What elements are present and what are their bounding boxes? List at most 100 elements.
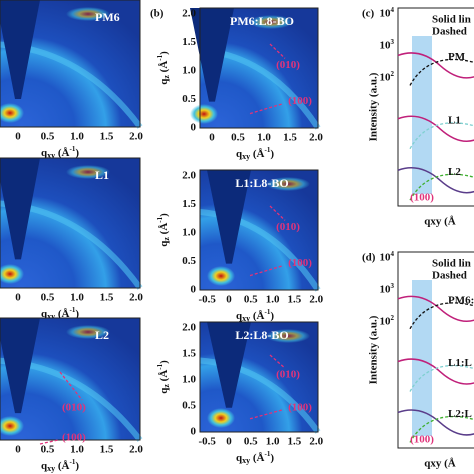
y-tick-label: 104 xyxy=(380,6,395,20)
beamstop-wedge xyxy=(190,8,234,102)
plot-frame xyxy=(397,251,474,449)
intensity-spot xyxy=(207,408,235,428)
panel-name: L1:L8-BO xyxy=(235,176,288,190)
panel-name: PM6:L8-BO xyxy=(230,14,294,28)
axis-label-part: (Å xyxy=(55,147,69,159)
y-tick-label: 103 xyxy=(380,282,395,296)
axis-label-part: ) xyxy=(270,148,274,160)
frame xyxy=(0,157,141,289)
panel-name: L2 xyxy=(95,328,109,342)
arrow xyxy=(269,354,286,369)
x-tick-label: 1.5 xyxy=(283,132,297,144)
y-tick-label: 0.5 xyxy=(182,93,196,105)
axis-label-part: ) xyxy=(158,213,170,217)
axis-label: qxy (Å xyxy=(424,458,456,470)
arrow xyxy=(249,409,283,420)
intensity-curve xyxy=(397,115,474,142)
curve-label: L2:L xyxy=(448,408,472,420)
intensity-spot xyxy=(0,416,24,436)
beamstop-wedge xyxy=(207,170,251,264)
peak-label: (100) xyxy=(410,434,434,446)
x-tick-label: 1.0 xyxy=(70,444,84,456)
axis-label-part: z xyxy=(162,384,171,388)
x-tick-label: 1.0 xyxy=(266,436,280,448)
axis-label: qxy (Å-1) xyxy=(236,450,274,465)
x-tick-label: 1.5 xyxy=(100,131,114,143)
intensity-spot xyxy=(66,325,110,339)
intensity-spot xyxy=(266,177,310,191)
panel-name: PM6 xyxy=(95,10,120,24)
axis-label-part: ) xyxy=(270,310,274,322)
curve-label: L1 xyxy=(448,114,461,126)
axis-label: qz (Å-1) xyxy=(156,360,171,394)
x-tick-label: 0.5 xyxy=(231,132,245,144)
x-tick-label: 0 xyxy=(226,294,232,306)
y-tick-label: 2.0 xyxy=(182,170,196,182)
axis-label: qxy (Å-1) xyxy=(41,458,79,473)
panel-label: (c) xyxy=(362,8,375,20)
x-tick-label: 1.0 xyxy=(257,132,271,144)
intensity-curve xyxy=(397,409,474,436)
curve-label: PM xyxy=(448,51,466,63)
axis-label: qxy (Å xyxy=(424,216,456,228)
x-tick-label: -0.5 xyxy=(198,294,216,306)
axis-label: qxy (Å-1) xyxy=(41,306,79,321)
intensity-spot xyxy=(0,264,24,284)
x-tick-label: 0.5 xyxy=(41,292,55,304)
x-tick-label: 0 xyxy=(15,292,21,304)
intensity-curve xyxy=(397,295,474,322)
x-tick-label: 0 xyxy=(209,132,215,144)
ring xyxy=(199,357,321,434)
axis-label-part: (Å xyxy=(250,310,264,322)
legend-text: Dashed xyxy=(432,270,467,282)
x-tick-label: 1.5 xyxy=(100,444,114,456)
beamstop-wedge xyxy=(0,158,40,260)
ring xyxy=(199,209,321,292)
y-tick-label: 0.5 xyxy=(182,400,196,412)
axis-label-part: q xyxy=(41,308,48,320)
x-tick-label: 0.5 xyxy=(41,444,55,456)
axis-label-part: (Å xyxy=(158,61,170,75)
axis-label: qxy (Å-1) xyxy=(236,308,274,323)
axis-label-part: q xyxy=(41,147,48,159)
y-tick-label: 102 xyxy=(380,70,395,84)
y-tick-label: 1.0 xyxy=(182,65,196,77)
x-tick-label: 2.0 xyxy=(309,132,323,144)
beamstop-wedge xyxy=(0,318,40,414)
intensity-curve-dashed xyxy=(409,364,474,392)
axis-label-part: -1 xyxy=(69,145,75,153)
legend-text: Dashed xyxy=(432,26,467,38)
y-tick-label: 0.5 xyxy=(182,255,196,267)
panel-label: (d) xyxy=(362,252,376,264)
axis-label-part: xy xyxy=(47,312,55,321)
axis-label: qxy (Å-1) xyxy=(236,146,274,161)
intensity-curve-dashed xyxy=(409,415,474,443)
frame xyxy=(0,0,141,128)
axis-label-part: -1 xyxy=(264,450,270,458)
intensity-curve-dashed xyxy=(409,58,474,86)
axis-label-part: (Å xyxy=(158,370,170,384)
y-tick-exp: 2 xyxy=(391,70,395,78)
beamstop-wedge xyxy=(0,0,40,100)
y-tick-label: 2.0 xyxy=(182,322,196,334)
annotation: (010) xyxy=(62,402,86,414)
highlight-band xyxy=(412,280,432,436)
axis-label-part: xy xyxy=(242,456,250,465)
y-tick-label: 0 xyxy=(191,426,197,438)
arrow xyxy=(269,43,286,59)
y-tick-label: 2.0 xyxy=(182,8,196,20)
highlight-band xyxy=(412,36,432,194)
axis-label-part: -1 xyxy=(264,308,270,316)
frame xyxy=(0,317,141,441)
x-tick-label: 0 xyxy=(15,131,21,143)
annotation: (100) xyxy=(62,432,86,444)
curve-label: L2 xyxy=(448,166,461,178)
intensity-spot xyxy=(66,165,110,179)
panel-name: L2:L8-BO xyxy=(235,328,288,342)
intensity-spot xyxy=(0,103,24,123)
intensity-spot xyxy=(190,104,218,124)
intensity-curve-dashed xyxy=(409,122,474,150)
axis-label-part: (Å xyxy=(250,148,264,160)
axis-label-part: ) xyxy=(75,147,79,159)
annotation: (100) xyxy=(288,401,312,413)
